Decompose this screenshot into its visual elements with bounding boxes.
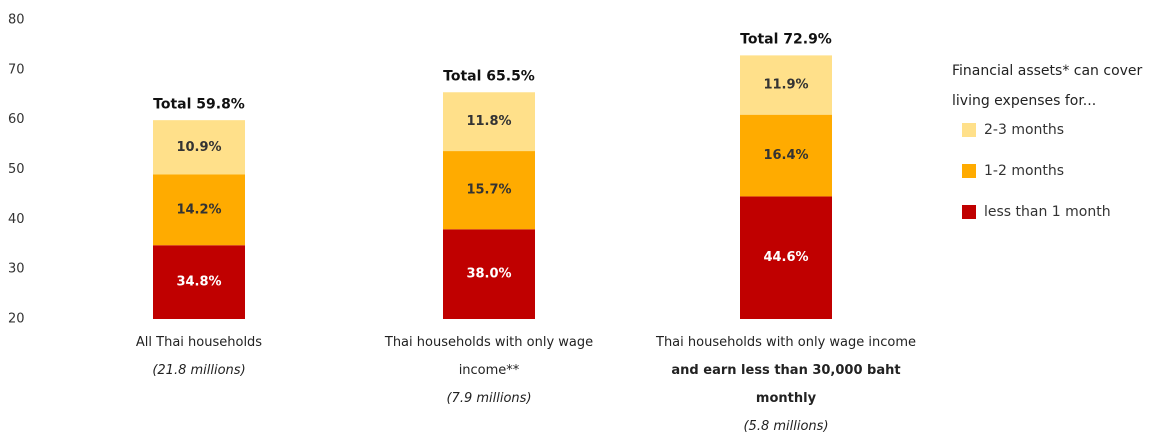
value-label: 44.6% bbox=[763, 250, 808, 265]
value-label: 16.4% bbox=[763, 148, 808, 163]
y-tick-label: 30 bbox=[8, 262, 25, 277]
value-label: 38.0% bbox=[466, 267, 511, 282]
bar-segment bbox=[740, 114, 832, 197]
category-note: (5.8 millions) bbox=[743, 419, 829, 433]
x-tick-label: All Thai households (21.8 millions) bbox=[64, 329, 334, 385]
category-note: (21.8 millions) bbox=[152, 363, 246, 378]
bar-segment bbox=[153, 174, 245, 246]
bar-segment bbox=[740, 196, 832, 319]
category-text: and earn less than 30,000 baht monthly bbox=[671, 363, 901, 406]
value-label: 14.2% bbox=[176, 202, 221, 217]
bar-segment bbox=[740, 55, 832, 115]
total-label: Total 65.5% bbox=[443, 68, 535, 84]
bar-segment bbox=[153, 245, 245, 319]
total-label: Total 59.8% bbox=[153, 97, 245, 113]
legend-label: 1-2 months bbox=[984, 163, 1064, 179]
y-tick-label: 50 bbox=[8, 162, 25, 177]
legend-label: 2-3 months bbox=[984, 122, 1064, 138]
y-tick-label: 20 bbox=[8, 312, 25, 327]
category-text: Thai households with only wage income bbox=[656, 335, 916, 350]
legend-label: less than 1 month bbox=[984, 204, 1111, 220]
value-label: 11.9% bbox=[763, 78, 808, 93]
y-tick-label: 40 bbox=[8, 212, 25, 227]
legend-swatch bbox=[962, 164, 976, 178]
value-label: 11.8% bbox=[466, 114, 511, 129]
bar-segment bbox=[443, 92, 535, 152]
y-tick-label: 60 bbox=[8, 112, 25, 127]
value-label: 34.8% bbox=[176, 275, 221, 290]
legend-swatch bbox=[962, 123, 976, 137]
bar-segment bbox=[153, 120, 245, 175]
total-label: Total 72.9% bbox=[740, 31, 832, 47]
category-text: All Thai households bbox=[135, 335, 263, 350]
y-tick-label: 70 bbox=[8, 62, 25, 77]
legend-title: Financial assets* can cover living expen… bbox=[952, 63, 1143, 109]
legend-swatch bbox=[962, 205, 976, 219]
value-label: 15.7% bbox=[466, 183, 511, 198]
value-label: 10.9% bbox=[176, 140, 221, 155]
y-tick-label: 80 bbox=[8, 13, 25, 28]
x-tick-label: Thai households with only wage income** (… bbox=[354, 329, 624, 413]
x-tick-label: Thai households with only wage income an… bbox=[656, 329, 916, 433]
bar-segment bbox=[443, 151, 535, 230]
category-text: Thai households with only wage income** bbox=[384, 335, 594, 378]
bar-segment bbox=[443, 229, 535, 319]
category-note: (7.9 millions) bbox=[446, 391, 532, 406]
